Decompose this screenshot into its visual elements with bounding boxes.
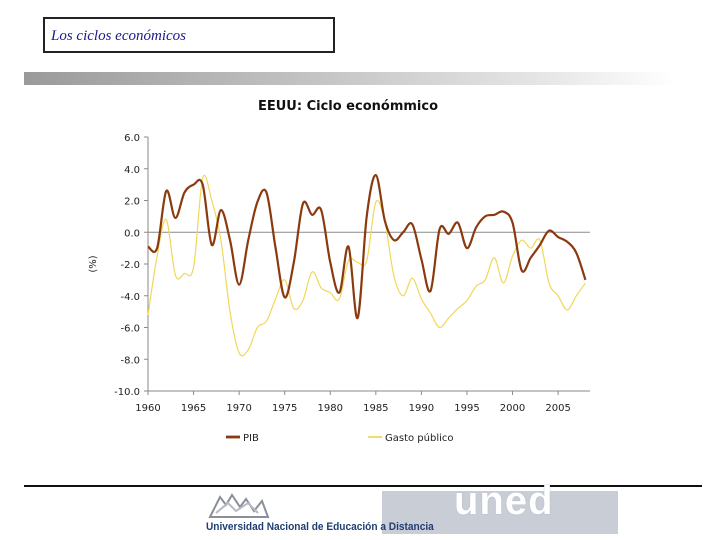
y-tick-label: 4.0 bbox=[124, 165, 140, 176]
x-tick-label: 1995 bbox=[454, 403, 479, 414]
y-tick-label: 2.0 bbox=[124, 197, 140, 208]
y-tick-label: 0.0 bbox=[124, 228, 140, 239]
logo-panel: uned bbox=[382, 479, 618, 534]
chart-axes: 6.0 4.0 2.0 0.0 -2.0 -4.0 -6.0 -8.0 -10.0 1960 196… bbox=[114, 133, 590, 414]
x-tick-label: 2005 bbox=[545, 403, 570, 414]
title-box: Los ciclos económicos bbox=[43, 17, 335, 53]
x-tick-label: 1960 bbox=[135, 403, 160, 414]
series-layer bbox=[147, 173, 587, 357]
slide-title: Los ciclos económicos bbox=[51, 28, 186, 44]
y-tick-label: -2.0 bbox=[120, 260, 140, 271]
footer-divider bbox=[24, 485, 702, 487]
pib-series-line bbox=[147, 173, 587, 320]
uned-emblem-icon bbox=[208, 493, 270, 518]
logo-word: uned bbox=[454, 479, 554, 523]
x-tick-label: 1980 bbox=[318, 403, 343, 414]
y-tick-label: -8.0 bbox=[120, 355, 140, 366]
y-tick-label: 6.0 bbox=[124, 133, 140, 144]
x-tick-label: 1965 bbox=[181, 403, 206, 414]
y-tick-label: -10.0 bbox=[114, 387, 140, 398]
y-axis-label: (%) bbox=[88, 255, 99, 272]
header-gradient-band bbox=[24, 72, 674, 85]
x-tick-label: 1990 bbox=[409, 403, 434, 414]
chart-title: EEUU: Ciclo económmico bbox=[258, 99, 438, 114]
legend-label: Gasto público bbox=[385, 432, 454, 444]
x-tick-label: 1985 bbox=[363, 403, 388, 414]
gasto-publico-series-line bbox=[147, 175, 586, 357]
x-tick-label: 1975 bbox=[272, 403, 297, 414]
legend-label: PIB bbox=[243, 433, 259, 444]
y-tick-label: -4.0 bbox=[120, 292, 140, 303]
x-tick-label: 1970 bbox=[226, 403, 251, 414]
legend: PIB Gasto público bbox=[226, 432, 454, 444]
logo-text: Universidad Nacional de Educación a Dist… bbox=[206, 521, 434, 533]
y-tick-label: -6.0 bbox=[120, 324, 140, 335]
uned-logo: uned Universidad Nacional de Educación a… bbox=[202, 479, 618, 534]
x-tick-label: 2000 bbox=[500, 403, 525, 414]
